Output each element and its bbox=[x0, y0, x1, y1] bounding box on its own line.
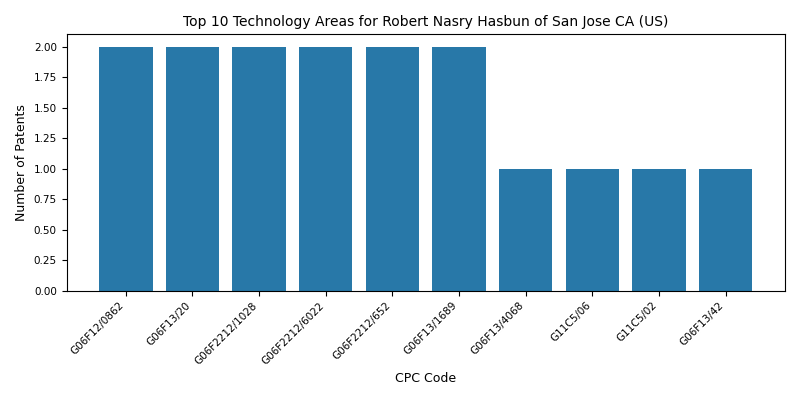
Bar bbox=[366, 46, 419, 291]
Bar bbox=[699, 168, 752, 291]
Y-axis label: Number of Patents: Number of Patents bbox=[15, 104, 28, 221]
Bar bbox=[632, 168, 686, 291]
Bar bbox=[166, 46, 219, 291]
Bar bbox=[499, 168, 552, 291]
Bar bbox=[433, 46, 486, 291]
Bar bbox=[233, 46, 286, 291]
Bar bbox=[299, 46, 353, 291]
Bar bbox=[566, 168, 619, 291]
Bar bbox=[99, 46, 153, 291]
X-axis label: CPC Code: CPC Code bbox=[395, 372, 456, 385]
Title: Top 10 Technology Areas for Robert Nasry Hasbun of San Jose CA (US): Top 10 Technology Areas for Robert Nasry… bbox=[183, 15, 669, 29]
